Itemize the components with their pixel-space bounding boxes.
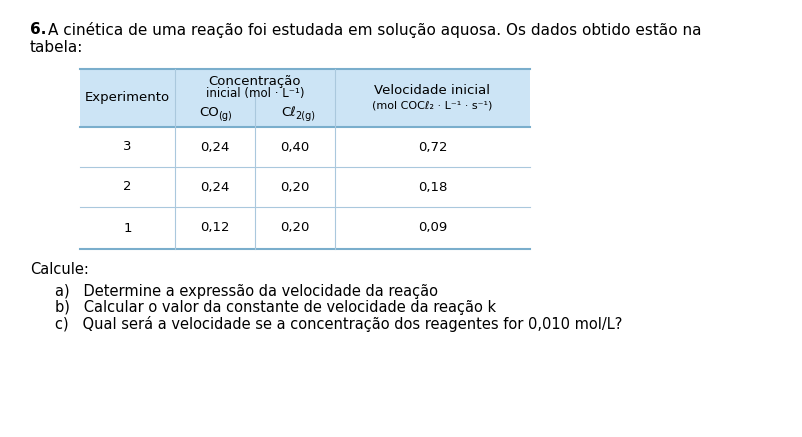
Text: 0,40: 0,40 — [280, 141, 310, 153]
Bar — [80, 207, 529, 249]
Text: 0,09: 0,09 — [417, 222, 447, 235]
Text: 2(g): 2(g) — [294, 111, 314, 121]
Text: tabela:: tabela: — [30, 40, 83, 55]
Text: 0,18: 0,18 — [417, 180, 447, 194]
Text: 1: 1 — [123, 222, 132, 235]
Text: 0,12: 0,12 — [200, 222, 229, 235]
Text: 0,24: 0,24 — [200, 180, 229, 194]
Text: a)   Determine a expressão da velocidade da reação: a) Determine a expressão da velocidade d… — [55, 284, 437, 299]
Text: Calcule:: Calcule: — [30, 262, 89, 277]
Text: Cℓ: Cℓ — [282, 105, 296, 118]
Text: A cinética de uma reação foi estudada em solução aquosa. Os dados obtido estão n: A cinética de uma reação foi estudada em… — [48, 22, 701, 38]
Text: b)   Calcular o valor da constante de velocidade da reação k: b) Calcular o valor da constante de velo… — [55, 300, 496, 315]
Text: Experimento: Experimento — [85, 91, 170, 104]
Text: c)   Qual será a velocidade se a concentração dos reagentes for 0,010 mol/L?: c) Qual será a velocidade se a concentra… — [55, 316, 622, 332]
Text: 0,20: 0,20 — [280, 222, 310, 235]
Bar — [80, 69, 529, 127]
Text: 0,72: 0,72 — [417, 141, 447, 153]
Bar — [80, 127, 529, 167]
Text: 3: 3 — [123, 141, 132, 153]
Text: Concentração: Concentração — [209, 74, 301, 87]
Text: 2: 2 — [123, 180, 132, 194]
Text: 0,24: 0,24 — [200, 141, 229, 153]
Text: 0,20: 0,20 — [280, 180, 310, 194]
Bar — [80, 167, 529, 207]
Text: inicial (mol · L⁻¹): inicial (mol · L⁻¹) — [205, 87, 304, 100]
Text: CO: CO — [199, 105, 219, 118]
Text: 6.: 6. — [30, 22, 47, 37]
Text: (mol COCℓ₂ · L⁻¹ · s⁻¹): (mol COCℓ₂ · L⁻¹ · s⁻¹) — [372, 100, 492, 110]
Text: (g): (g) — [218, 111, 232, 121]
Text: Velocidade inicial: Velocidade inicial — [374, 83, 490, 97]
